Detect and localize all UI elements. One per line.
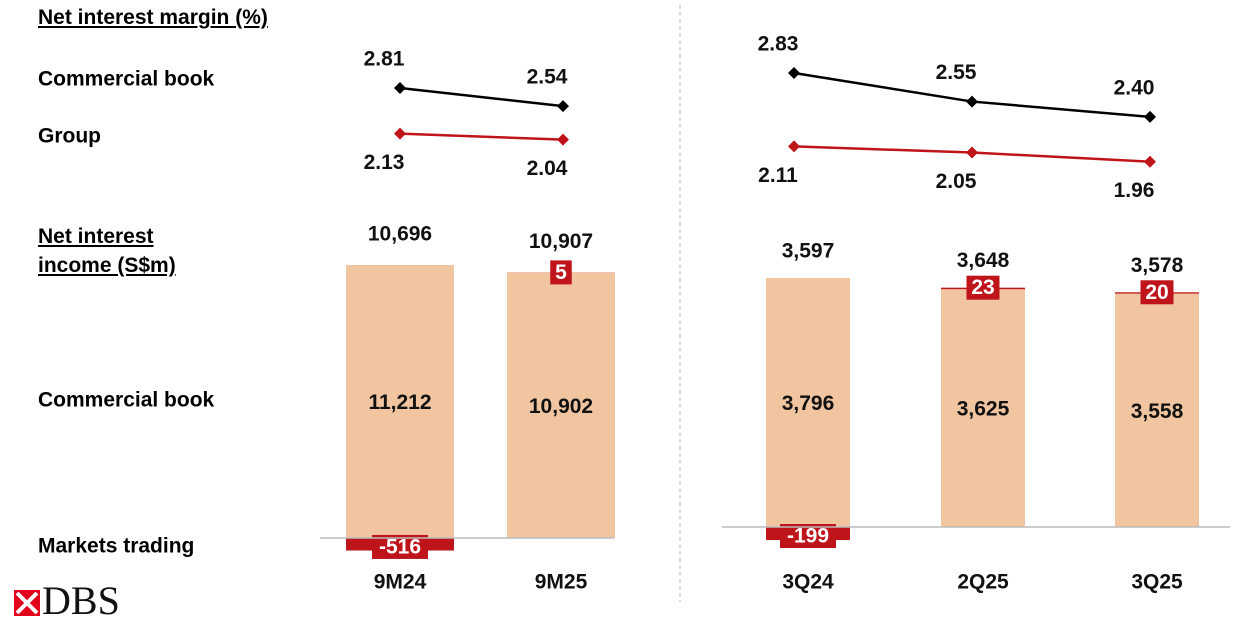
- value-label-box: [550, 260, 572, 285]
- line: [399, 132, 564, 141]
- bar-segment: [507, 272, 615, 538]
- x-tick-label: 9M25: [535, 571, 588, 594]
- marker: [1144, 155, 1156, 168]
- row-label: Group: [38, 125, 101, 148]
- value-label: 23: [971, 276, 994, 299]
- value-label-box: [372, 534, 428, 559]
- value-label: -516: [379, 536, 421, 559]
- value-label: 5: [555, 261, 567, 284]
- x-tick-label: 9M24: [374, 571, 427, 594]
- total-label: 3,648: [957, 249, 1010, 272]
- total-label: 3,597: [782, 240, 835, 263]
- row-label: Markets trading: [38, 535, 194, 558]
- x-tick-label: 3Q25: [1131, 571, 1183, 594]
- value-label: 2.83: [758, 33, 799, 56]
- value-label: 2.13: [364, 151, 405, 174]
- value-label: 2.55: [936, 61, 977, 84]
- marker: [788, 67, 800, 80]
- value-label-box: [1140, 280, 1174, 305]
- value-label: 2.04: [527, 157, 568, 180]
- value-label: 20: [1145, 281, 1168, 304]
- value-label-box: [966, 275, 1000, 300]
- bar-segment: [346, 264, 454, 538]
- value-label: 2.54: [527, 66, 568, 89]
- value-label: -199: [787, 525, 829, 548]
- marker: [557, 133, 569, 146]
- value-label: 3,796: [782, 392, 835, 415]
- row-label: Commercial book: [38, 68, 215, 91]
- value-label: 10,902: [529, 395, 593, 418]
- total-label: 10,907: [529, 230, 593, 253]
- total-label: 3,578: [1131, 254, 1184, 277]
- x-tick-label: 2Q25: [957, 571, 1009, 594]
- value-label: 2.81: [364, 48, 405, 71]
- marker: [557, 100, 569, 113]
- total-label: 10,696: [368, 223, 432, 246]
- value-label: 3,625: [957, 398, 1010, 421]
- value-label: 11,212: [368, 391, 431, 414]
- logo-icon: [14, 590, 40, 616]
- logo: DBS: [42, 578, 120, 623]
- value-label: 2.11: [758, 164, 798, 187]
- marker: [788, 140, 800, 153]
- value-label: 2.40: [1114, 76, 1155, 99]
- value-label-box: [780, 524, 836, 548]
- bar-segment: [1115, 293, 1199, 527]
- value-label: 1.96: [1114, 179, 1155, 202]
- nim-title: Net interest margin (%): [38, 6, 268, 29]
- marker: [394, 82, 406, 95]
- marker: [966, 95, 978, 108]
- row-label: Commercial book: [38, 389, 215, 412]
- nii-title: Net interest income (S$m): [38, 225, 176, 277]
- value-label: 3,558: [1131, 400, 1184, 423]
- value-label: 2.05: [936, 170, 977, 193]
- marker: [1144, 110, 1156, 123]
- line: [399, 86, 564, 108]
- bar-segment: [766, 277, 850, 527]
- marker: [394, 127, 406, 140]
- marker: [966, 146, 978, 159]
- x-tick-label: 3Q24: [782, 571, 834, 594]
- bar-segment: [941, 289, 1025, 527]
